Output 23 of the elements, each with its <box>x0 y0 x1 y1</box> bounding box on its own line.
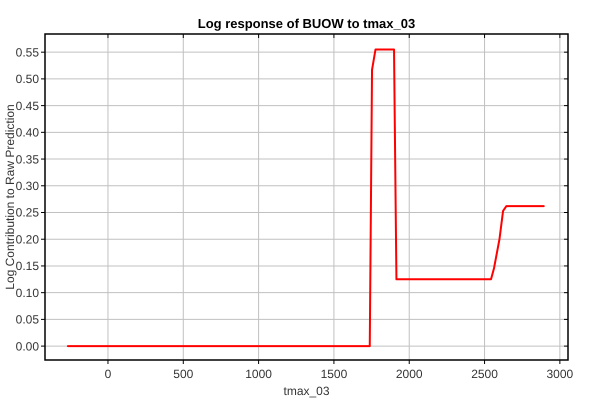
x-tick-label: 1500 <box>320 367 348 381</box>
y-tick-label: 0.00 <box>16 339 40 354</box>
chart-title: Log response of BUOW to tmax_03 <box>198 16 416 31</box>
y-tick-label: 0.25 <box>16 206 40 220</box>
y-tick-label: 0.10 <box>16 286 40 300</box>
x-tick-label: 2000 <box>396 367 423 381</box>
y-tick-label: 0.50 <box>16 72 40 86</box>
y-tick-label: 0.15 <box>16 259 40 274</box>
x-tick-label: 500 <box>173 367 194 381</box>
y-tick-label: 0.30 <box>16 178 40 193</box>
y-tick-label: 0.55 <box>16 45 40 60</box>
x-tick-label: 0 <box>104 367 112 381</box>
y-tick-label: 0.40 <box>16 126 40 140</box>
x-axis-title: tmax_03 <box>283 384 330 398</box>
y-axis-title: Log Contribution to Raw Prediction <box>3 104 17 290</box>
y-tick-label: 0.05 <box>16 312 40 327</box>
x-tick-label: 2500 <box>471 367 498 381</box>
y-tick-label: 0.20 <box>16 232 40 246</box>
x-tick-label: 3000 <box>546 367 574 381</box>
y-tick-label: 0.35 <box>16 152 40 166</box>
x-tick-label: 1000 <box>245 367 272 381</box>
line-series <box>66 48 545 348</box>
y-tick-label: 0.45 <box>16 98 40 113</box>
